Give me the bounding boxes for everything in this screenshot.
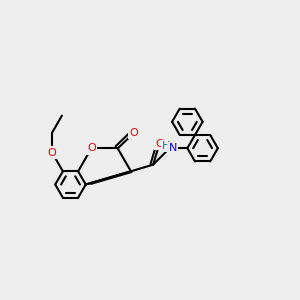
Text: H: H (162, 141, 170, 151)
Text: O: O (130, 128, 138, 138)
Text: O: O (155, 139, 164, 149)
Text: O: O (48, 148, 56, 158)
Text: N: N (168, 143, 177, 153)
Text: O: O (87, 143, 96, 153)
